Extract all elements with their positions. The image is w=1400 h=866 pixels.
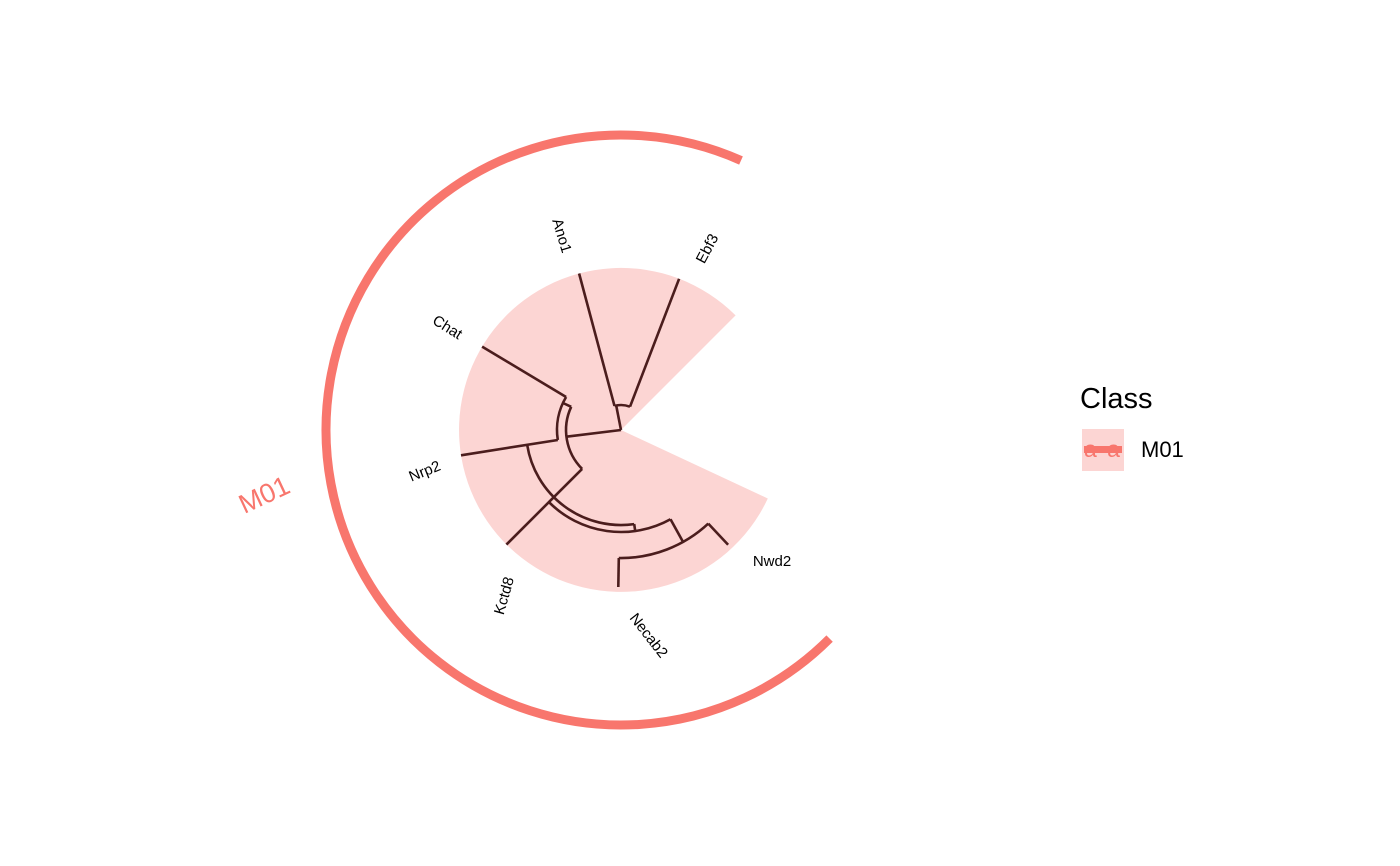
branch-radial: [505, 496, 555, 546]
clade-highlight-arc: [321, 130, 833, 730]
branch-radial: [562, 401, 572, 408]
tip-label-ebf3: Ebf3: [693, 231, 722, 266]
branch-radial: [577, 273, 616, 407]
branch-radial: [632, 523, 637, 532]
branch-radial: [707, 522, 730, 546]
legend-key-line: [1084, 446, 1122, 453]
tip-label-kctd8: Kctd8: [491, 575, 518, 617]
branch-arc: [525, 444, 635, 527]
legend-key-glyph: a a: [1084, 436, 1122, 462]
tip-label-nwd2: Nwd2: [753, 553, 791, 570]
tip-label-chat: Chat: [429, 312, 466, 344]
tip-label-ano1: Ano1: [548, 217, 575, 255]
tip-label-necab2: Necab2: [626, 610, 671, 661]
branch-radial: [617, 557, 621, 588]
branch-radial: [566, 428, 622, 438]
legend-title: Class: [1080, 383, 1153, 415]
branch-radial: [614, 405, 623, 431]
clade-label: M01: [234, 470, 294, 519]
branch-radial: [481, 345, 567, 399]
branch-radial: [669, 518, 685, 543]
branch-arc: [618, 522, 710, 560]
branch-arc: [564, 406, 584, 470]
branch-radial: [460, 438, 559, 457]
legend-key-m01: a a: [1082, 429, 1124, 471]
tree-branches: [460, 273, 730, 588]
tip-label-nrp2: Nrp2: [407, 458, 444, 486]
branch-arc: [555, 396, 568, 441]
legend-item-label: M01: [1141, 437, 1184, 462]
branch-arc: [614, 403, 631, 408]
branch-arc: [547, 501, 672, 534]
branch-radial: [552, 467, 584, 499]
branch-radial: [628, 278, 681, 408]
